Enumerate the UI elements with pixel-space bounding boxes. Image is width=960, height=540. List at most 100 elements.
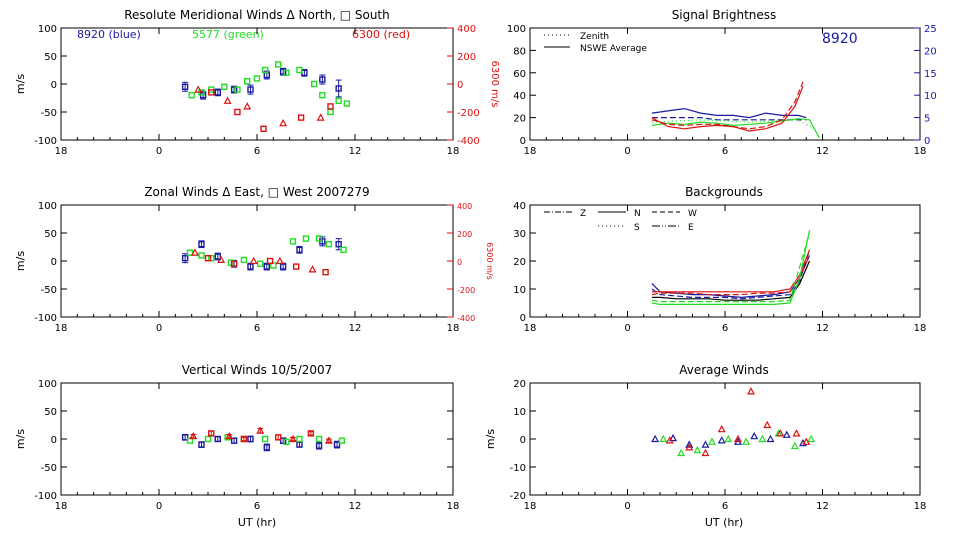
data-point-green	[807, 434, 816, 443]
data-marks	[181, 235, 347, 276]
x-tick-label: 12	[349, 323, 362, 334]
y-tick-label: -50	[41, 285, 57, 296]
y2-tick-label: 200	[457, 230, 472, 239]
data-point-red	[776, 429, 785, 437]
y2-tick-label: 25	[924, 24, 937, 35]
plot-frame	[529, 382, 921, 496]
x-tick-label: 18	[914, 501, 927, 512]
data-point-red	[240, 435, 248, 443]
data-point-red	[701, 448, 710, 457]
series-line-blue	[651, 255, 811, 299]
panel-title: Vertical Winds 10/5/2007	[182, 363, 333, 377]
y-tick-label: 0	[51, 257, 57, 268]
data-point-green	[253, 75, 261, 82]
data-point-blue	[335, 85, 342, 92]
data-point-green	[659, 434, 668, 443]
data-point-red	[204, 254, 212, 262]
data-point-red	[763, 420, 772, 429]
x-tick-label: 0	[624, 146, 630, 157]
data-point-green	[742, 437, 751, 445]
data-point-red	[665, 436, 674, 444]
data-point-green	[240, 256, 248, 264]
y-tick-label: -50	[41, 463, 57, 474]
y-tick-label: -100	[34, 136, 57, 147]
panel-title: Backgrounds	[685, 185, 763, 199]
data-point-green	[302, 235, 310, 242]
y2-tick-label: 200	[457, 52, 476, 63]
y2-axis-label: 6300 m/s	[485, 242, 494, 280]
data-point-green	[693, 445, 702, 454]
data-point-blue	[181, 434, 189, 441]
data-point-red	[266, 257, 274, 265]
legend-6300: 6300 (red)	[352, 28, 410, 41]
data-point-blue	[263, 263, 270, 270]
y-tick-label: -50	[41, 108, 57, 119]
panel-title: Average Winds	[679, 363, 769, 377]
series-line-blue	[651, 249, 811, 300]
data-point-red	[293, 263, 300, 270]
data-point-green	[261, 435, 269, 443]
data-point-red	[275, 434, 282, 441]
data-point-blue	[214, 435, 222, 443]
y-tick-label: 20	[513, 379, 526, 390]
x-tick-label: 0	[624, 501, 630, 512]
data-point-green	[315, 235, 323, 242]
y-tick-label: -100	[34, 313, 57, 324]
data-point-green	[724, 434, 733, 443]
y-tick-label: 50	[44, 52, 57, 63]
y-tick-label: 0	[520, 313, 526, 324]
data-point-green	[283, 438, 290, 445]
y-tick-label: 50	[44, 407, 57, 418]
x-tick-label: 12	[349, 501, 362, 512]
data-point-red	[324, 436, 333, 444]
data-point-green	[335, 97, 342, 105]
data-point-green	[677, 448, 686, 457]
data-point-blue	[701, 440, 710, 448]
data-point-red	[194, 85, 203, 93]
x-tick-label: 6	[254, 323, 260, 334]
data-point-blue	[333, 441, 341, 448]
y-tick-label: -20	[510, 491, 526, 502]
legend-n-label: N	[634, 209, 641, 219]
data-point-red	[308, 265, 317, 273]
x-axis-label: UT (hr)	[705, 516, 743, 529]
y-tick-label: 0	[520, 435, 526, 446]
legend-e-label: E	[688, 223, 694, 233]
series-line-red	[651, 255, 811, 296]
data-point-green	[198, 252, 205, 259]
data-point-red	[322, 269, 329, 276]
data-point-blue	[319, 76, 326, 83]
x-tick-label: 6	[722, 323, 728, 334]
data-point-blue	[230, 86, 238, 93]
y-tick-label: -10	[510, 463, 526, 474]
y-axis-label: m/s	[14, 251, 27, 271]
series-line-green	[651, 232, 811, 303]
y2-tick-label: 0	[457, 80, 463, 91]
x-tick-label: 18	[914, 146, 927, 157]
data-point-red	[260, 125, 267, 133]
data-point-green	[319, 91, 326, 99]
y-tick-label: 100	[38, 201, 57, 212]
data-point-red	[746, 387, 756, 395]
data-point-green	[261, 66, 269, 74]
data-point-blue	[750, 431, 759, 440]
x-tick-label: 12	[816, 501, 829, 512]
data-point-red	[223, 96, 232, 104]
data-point-green	[340, 246, 347, 254]
data-point-blue	[247, 435, 254, 443]
data-point-green	[221, 83, 228, 91]
data-point-green	[296, 435, 303, 443]
panel-zonal: Zonal Winds Δ East, □ West 2007279 m/s 6…	[14, 185, 494, 334]
data-point-green	[327, 108, 334, 116]
panel-brightness: Signal Brightness 8920 Zenith NSWE Avera…	[507, 8, 937, 157]
legend-s-label: S	[634, 223, 640, 233]
x-tick-label: 18	[447, 323, 460, 334]
x-tick-label: 18	[524, 146, 537, 157]
y-tick-label: 100	[507, 24, 526, 35]
